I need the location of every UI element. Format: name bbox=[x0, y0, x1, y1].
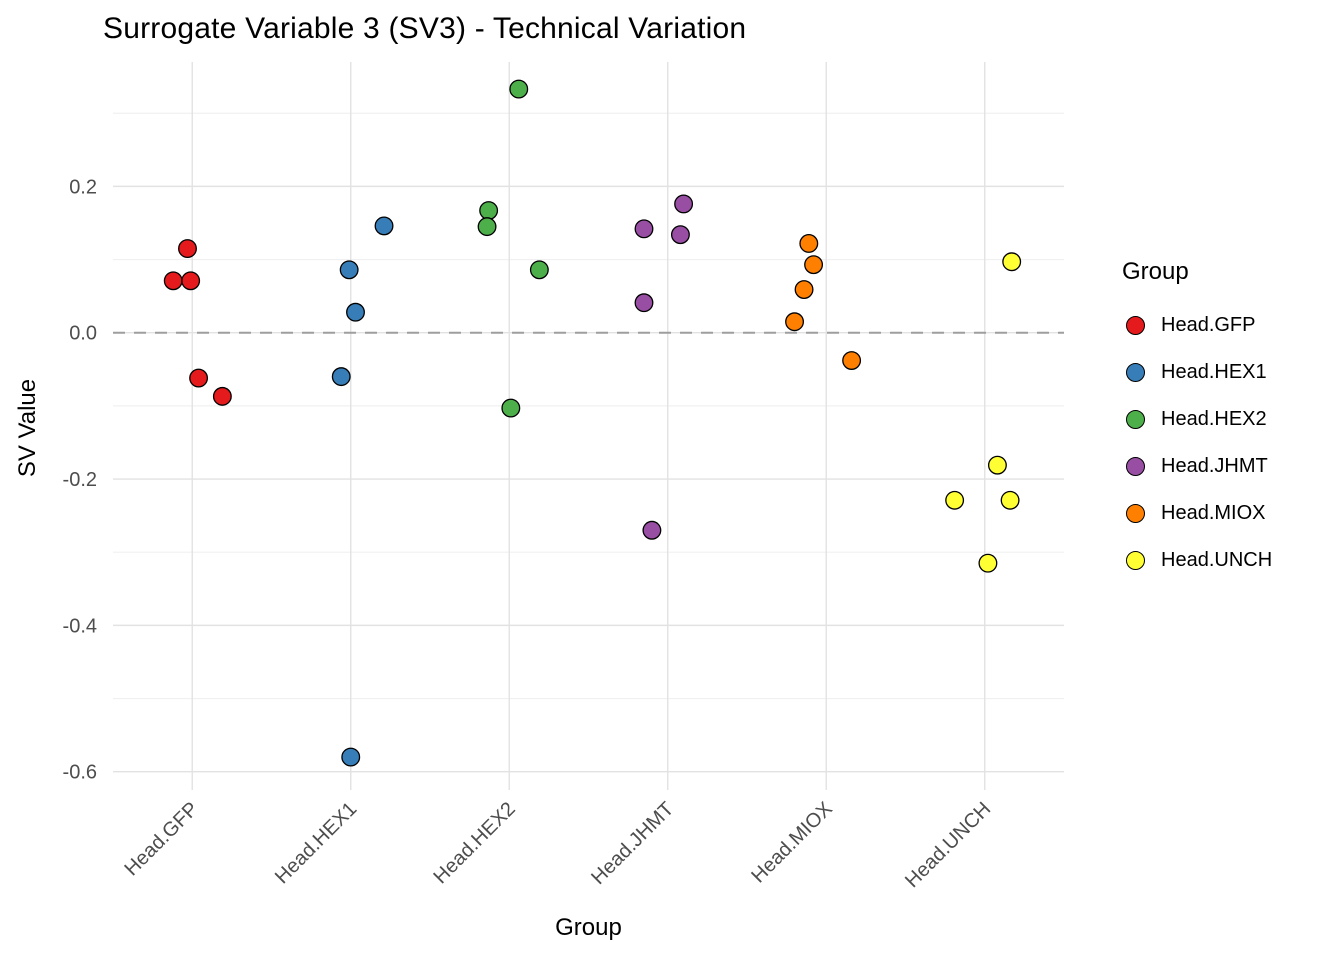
data-point-Head.UNCH bbox=[945, 490, 965, 510]
legend-swatch-icon bbox=[1126, 551, 1145, 570]
x-tick-label: Head.HEX2 bbox=[430, 798, 520, 888]
data-point-Head.HEX1 bbox=[341, 747, 361, 767]
data-point-Head.UNCH bbox=[987, 455, 1007, 475]
x-tick-label: Head.MIOX bbox=[747, 798, 836, 887]
data-point-Head.HEX2 bbox=[529, 260, 549, 280]
data-point-Head.MIOX bbox=[799, 234, 819, 253]
data-point-Head.HEX1 bbox=[331, 367, 351, 387]
x-axis-title: Group bbox=[555, 914, 622, 941]
x-tick-label: Head.JHMT bbox=[587, 798, 678, 889]
data-point-Head.GFP bbox=[181, 271, 201, 291]
legend-item-Head.JHMT: Head.JHMT bbox=[1120, 443, 1340, 490]
legend-item-Head.GFP: Head.GFP bbox=[1120, 302, 1340, 349]
data-point-Head.MIOX bbox=[794, 280, 814, 299]
legend-item-Head.MIOX: Head.MIOX bbox=[1120, 490, 1340, 537]
data-point-Head.HEX2 bbox=[509, 79, 529, 99]
legend-label: Head.GFP bbox=[1161, 314, 1256, 336]
data-point-Head.GFP bbox=[163, 271, 183, 291]
data-point-Head.UNCH bbox=[978, 553, 998, 573]
legend-label: Head.UNCH bbox=[1161, 549, 1273, 571]
data-point-Head.GFP bbox=[189, 368, 209, 388]
plot-title: Surrogate Variable 3 (SV3) - Technical V… bbox=[103, 12, 747, 45]
data-point-Head.HEX2 bbox=[501, 398, 521, 418]
data-point-Head.HEX1 bbox=[339, 260, 359, 280]
data-point-Head.GFP bbox=[212, 386, 232, 406]
legend-swatch-icon bbox=[1126, 316, 1145, 335]
y-tick-label: -0.4 bbox=[63, 615, 97, 637]
y-tick-label: -0.6 bbox=[63, 762, 97, 784]
x-tick-label: Head.HEX1 bbox=[271, 798, 361, 888]
legend-label: Head.JHMT bbox=[1161, 455, 1268, 477]
data-point-Head.HEX1 bbox=[374, 216, 394, 236]
legend-label: Head.HEX1 bbox=[1161, 361, 1267, 383]
data-point-Head.GFP bbox=[178, 239, 197, 259]
data-point-Head.HEX2 bbox=[479, 201, 499, 220]
data-point-Head.JHMT bbox=[634, 219, 654, 239]
legend-swatch-icon bbox=[1126, 457, 1145, 476]
legend-label: Head.MIOX bbox=[1161, 502, 1266, 524]
y-tick-label: 0.0 bbox=[69, 323, 97, 345]
data-point-Head.MIOX bbox=[785, 312, 805, 332]
legend-swatch-icon bbox=[1126, 363, 1145, 382]
data-point-Head.HEX2 bbox=[477, 217, 497, 237]
data-point-Head.JHMT bbox=[674, 194, 694, 214]
legend-title: Group bbox=[1122, 258, 1189, 285]
data-point-Head.MIOX bbox=[842, 351, 862, 370]
legend-swatch-icon bbox=[1126, 410, 1145, 429]
data-point-Head.UNCH bbox=[1002, 252, 1022, 272]
data-point-Head.JHMT bbox=[634, 293, 654, 313]
data-point-Head.UNCH bbox=[1000, 490, 1020, 510]
legend-items: Head.GFP Head.HEX1 Head.HEX2 Head.JHMT Head.… bbox=[1120, 302, 1340, 584]
y-axis-title: SV Value bbox=[14, 378, 41, 478]
legend-label: Head.HEX2 bbox=[1161, 408, 1267, 430]
x-tick-label: Head.UNCH bbox=[901, 798, 995, 892]
legend-swatch-icon bbox=[1126, 504, 1145, 523]
legend-item-Head.UNCH: Head.UNCH bbox=[1120, 537, 1340, 584]
data-point-Head.HEX1 bbox=[346, 302, 365, 322]
data-point-Head.JHMT bbox=[670, 225, 690, 245]
legend-item-Head.HEX2: Head.HEX2 bbox=[1120, 396, 1340, 443]
y-tick-label: -0.2 bbox=[63, 469, 97, 491]
data-point-Head.JHMT bbox=[642, 520, 662, 540]
data-point-Head.MIOX bbox=[804, 255, 824, 275]
y-tick-label: 0.2 bbox=[69, 176, 97, 198]
legend-item-Head.HEX1: Head.HEX1 bbox=[1120, 349, 1340, 396]
legend: Group Head.GFP Head.HEX1 Head.HEX2 Head.JHM… bbox=[1120, 258, 1340, 584]
x-tick-label: Head.GFP bbox=[120, 798, 202, 880]
